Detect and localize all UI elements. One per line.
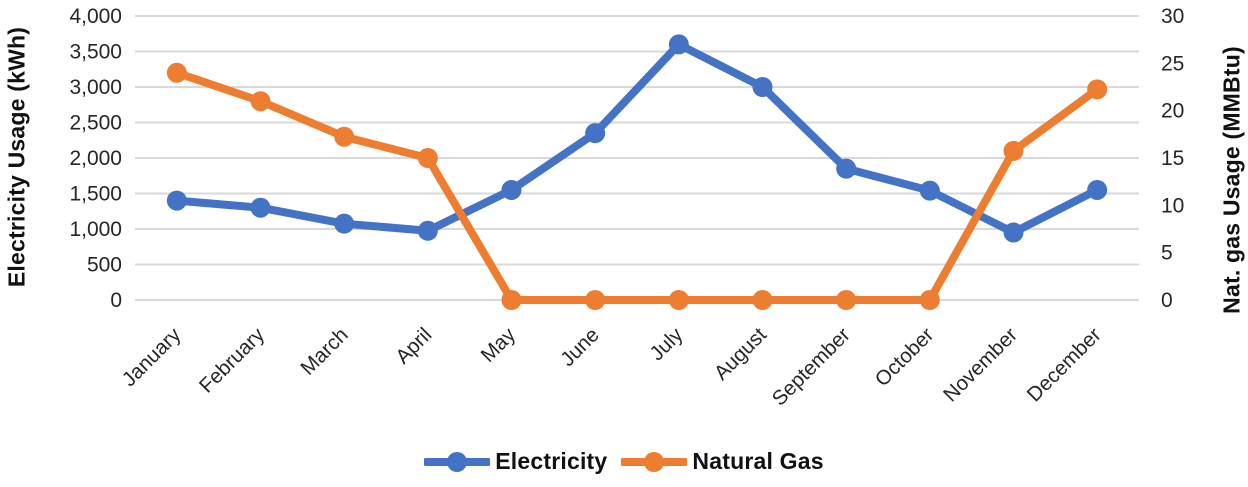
electricity-data-point-marker	[417, 220, 438, 241]
legend-item-natural-gas: Natural Gas	[621, 448, 824, 475]
x-axis-tick-label: March	[296, 323, 353, 380]
natural-gas-line	[172, 68, 1102, 304]
legend-item-electricity: Electricity	[424, 448, 607, 475]
electricity-data-point-marker	[334, 213, 355, 234]
left-axis-tick-label: 500	[87, 254, 122, 277]
legend-label-natural-gas: Natural Gas	[692, 448, 824, 474]
electricity-data-point-marker	[166, 190, 187, 211]
natural-gas-data-point-marker	[836, 290, 857, 310]
x-axis-tick-label: December	[1023, 323, 1106, 406]
legend-label-electricity: Electricity	[495, 448, 608, 474]
electricity-data-point-marker	[1087, 179, 1108, 200]
x-axis-tick-label: April	[391, 323, 436, 368]
natural-gas-data-point-marker	[919, 290, 940, 310]
electricity-data-point-marker	[836, 158, 857, 179]
left-axis-tick-label: 3,000	[69, 76, 122, 99]
x-axis-tick-label: January	[118, 323, 186, 391]
electricity-legend-marker-icon	[424, 451, 491, 473]
natural-gas-data-point-marker	[501, 290, 522, 310]
right-axis-tick-label: 30	[1161, 5, 1184, 28]
natural-gas-data-point-marker	[1003, 140, 1024, 161]
natural-gas-data-point-marker	[334, 126, 355, 147]
left-axis-tick-label: 0	[110, 289, 122, 312]
x-axis-tick-label: November	[939, 323, 1022, 406]
x-axis-tick-label: July	[645, 323, 688, 366]
left-axis-title: Electricity Usage (kWh)	[3, 26, 30, 288]
natural-gas-data-point-marker	[417, 148, 438, 168]
right-axis-title: Nat. gas Usage (MMBtu)	[1218, 46, 1245, 314]
natural-gas-data-point-marker	[166, 62, 187, 83]
x-axis-tick-label: September	[768, 323, 855, 410]
left-axis-tick-label: 2,000	[69, 147, 122, 170]
left-axis-tick-label: 3,500	[69, 41, 122, 64]
chart-legend: Electricity Natural Gas	[0, 448, 1248, 475]
natural-gas-data-point-marker	[585, 290, 606, 310]
left-axis-tick-label: 4,000	[69, 5, 122, 28]
x-axis-tick-label: June	[556, 323, 604, 371]
right-axis-tick-label: 20	[1161, 100, 1184, 123]
x-axis-tick-label: August	[710, 323, 772, 385]
natural-gas-data-point-marker	[250, 91, 271, 112]
right-axis-tick-label: 25	[1161, 52, 1184, 75]
natural-gas-legend-marker-icon	[621, 451, 688, 473]
left-axis-tick-label: 2,500	[69, 112, 122, 135]
electricity-data-point-marker	[668, 34, 689, 55]
electricity-data-point-marker	[919, 180, 940, 201]
right-axis-tick-label: 15	[1161, 147, 1184, 170]
left-axis-tick-label: 1,500	[69, 183, 122, 206]
left-axis-tick-label: 1,000	[69, 218, 122, 241]
right-axis-tick-label: 5	[1161, 242, 1173, 265]
right-axis-tick-label: 0	[1161, 289, 1173, 312]
natural-gas-data-point-marker	[752, 290, 773, 310]
electricity-data-point-marker	[250, 197, 271, 218]
electricity-data-point-marker	[501, 179, 522, 200]
electricity-data-point-marker	[1003, 222, 1024, 243]
x-axis-tick-label: May	[476, 323, 520, 367]
electricity-data-point-marker	[752, 77, 773, 97]
natural-gas-data-point-marker	[668, 290, 689, 310]
right-axis-tick-label: 10	[1161, 194, 1184, 217]
x-axis-tick-label: October	[871, 323, 939, 391]
x-axis-tick-label: February	[195, 323, 270, 398]
electricity-line	[172, 40, 1102, 237]
natural-gas-data-point-marker	[1087, 79, 1108, 100]
electricity-data-point-marker	[585, 123, 606, 144]
